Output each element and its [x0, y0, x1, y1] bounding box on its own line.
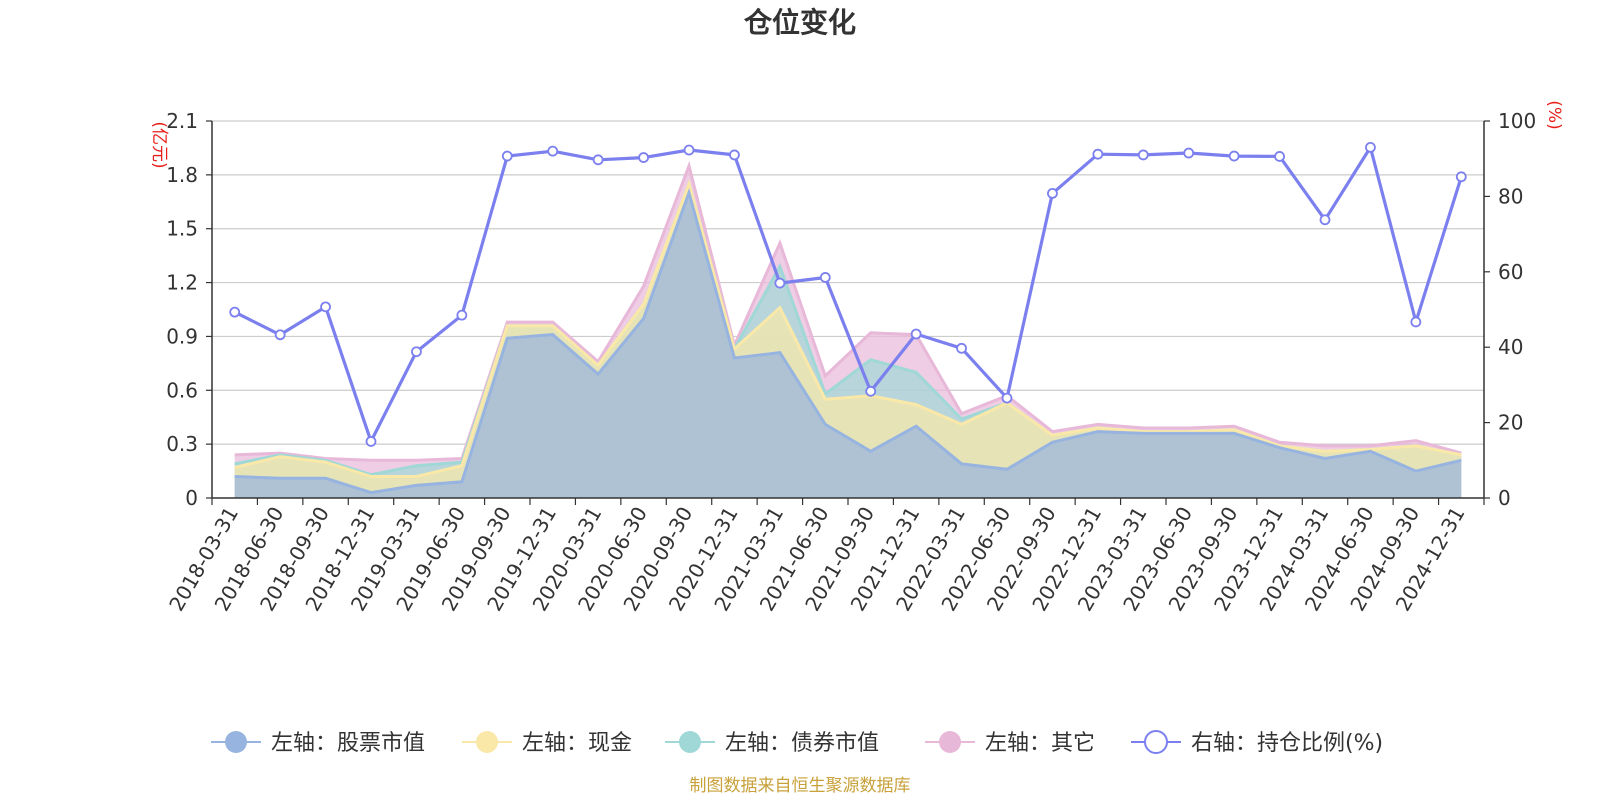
left-tick-label-6: 1.8 [166, 163, 198, 187]
left-axis-unit: (亿元) [149, 121, 169, 168]
legend-label-1: 左轴：现金 [522, 731, 632, 756]
legend-marker-2 [679, 731, 701, 753]
area-edge-series-1 [234, 178, 1462, 478]
legend-marker-3 [939, 731, 961, 753]
legend-marker-4 [1144, 730, 1168, 754]
ratio-point-8 [592, 154, 604, 166]
legend-item-0: 左轴：股票市值 [211, 731, 425, 756]
legend-item-3: 左轴：其它 [925, 731, 1095, 756]
ratio-point-13 [819, 272, 831, 283]
ratio-point-25 [1365, 141, 1376, 153]
ratio-point-23 [1274, 151, 1285, 162]
ratio-point-24 [1319, 214, 1331, 226]
chart-title: 仓位变化 [744, 6, 856, 39]
legend-item-4: 右轴：持仓比例(%) [1131, 730, 1383, 756]
ratio-point-5 [456, 309, 468, 321]
left-tick-label-2: 0.6 [166, 378, 198, 402]
ratio-point-27 [1455, 171, 1467, 183]
legend-marker-1 [476, 731, 498, 753]
right-tick-label-3: 60 [1498, 260, 1523, 284]
left-tick-label-3: 0.9 [166, 324, 198, 348]
position-ratio-line [229, 141, 1467, 447]
area-series-0 [234, 192, 1462, 499]
ratio-point-11 [729, 149, 740, 161]
ratio-point-1 [274, 329, 286, 341]
legend-marker-0 [225, 731, 247, 753]
legend-item-1: 左轴：现金 [462, 731, 632, 756]
legend-label-0: 左轴：股票市值 [271, 731, 425, 756]
ratio-point-26 [1410, 316, 1422, 328]
left-tick-label-4: 1.2 [166, 271, 198, 295]
ratio-line-path [233, 145, 1463, 443]
area-edge-series-3 [234, 160, 1462, 462]
ratio-point-20 [1137, 149, 1149, 161]
ratio-point-3 [365, 436, 377, 447]
ratio-point-0 [229, 306, 241, 318]
right-tick-label-1: 20 [1498, 411, 1523, 435]
ratio-point-6 [501, 150, 513, 162]
right-tick-label-5: 100 [1498, 109, 1536, 133]
left-tick-label-7: 2.1 [166, 109, 198, 133]
stacked-areas [234, 160, 1462, 499]
legend-label-4: 右轴：持仓比例(%) [1191, 731, 1383, 756]
right-tick-label-4: 80 [1498, 184, 1523, 208]
legend-item-2: 左轴：债券市值 [665, 731, 879, 756]
ratio-point-21 [1183, 147, 1195, 159]
ratio-point-12 [774, 277, 786, 289]
legend: 左轴：股票市值 左轴：现金 左轴：债券市值 左轴：其它 右轴：持仓比例(%) [211, 730, 1383, 756]
footer-source: 制图数据来自恒生聚源数据库 [690, 776, 911, 796]
ratio-point-15 [910, 328, 922, 340]
right-axis-unit: (%) [1544, 100, 1564, 129]
left-tick-label-5: 1.5 [166, 217, 198, 241]
legend-label-3: 左轴：其它 [985, 731, 1095, 756]
right-tick-label-0: 0 [1498, 486, 1511, 510]
legend-label-2: 左轴：债券市值 [725, 731, 879, 756]
area-edge-series-0 [234, 187, 1462, 495]
ratio-point-22 [1228, 150, 1240, 162]
ratio-point-7 [547, 145, 559, 157]
ratio-point-4 [411, 346, 422, 358]
ratio-point-17 [1001, 392, 1013, 404]
ratio-point-10 [683, 144, 695, 156]
left-tick-label-1: 0.3 [166, 432, 198, 456]
left-tick-label-0: 0 [185, 486, 198, 510]
ratio-point-2 [320, 301, 331, 313]
ratio-point-9 [638, 152, 649, 163]
ratio-point-18 [1047, 187, 1058, 199]
ratio-point-14 [865, 385, 877, 397]
ratio-point-19 [1092, 148, 1104, 160]
right-tick-label-2: 40 [1498, 335, 1523, 359]
ratio-point-16 [956, 342, 967, 354]
